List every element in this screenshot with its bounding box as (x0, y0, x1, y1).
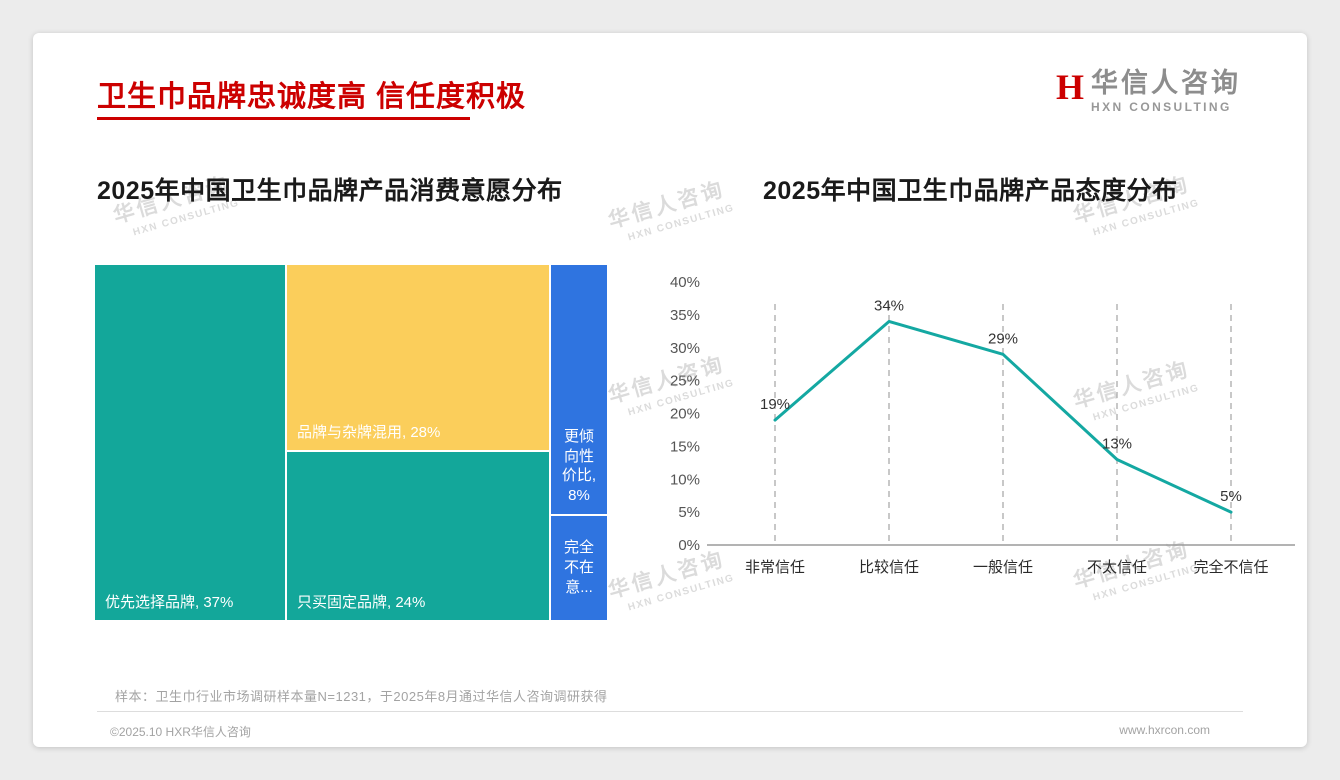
y-tick-label: 30% (670, 340, 700, 357)
y-tick-label: 20% (670, 406, 700, 423)
website-url: www.hxrcon.com (1119, 723, 1210, 737)
treemap-segment-dont-care: 完全不在意... (551, 516, 607, 620)
x-category-label: 一般信任 (973, 559, 1033, 576)
y-tick-label: 5% (678, 504, 700, 521)
sample-note: 样本：卫生巾行业市场调研样本量N=1231，于2025年8月通过华信人咨询调研获… (115, 689, 608, 704)
copyright-text: ©2025.10 HXR华信人咨询 (110, 725, 251, 739)
x-category-label: 不太信任 (1087, 559, 1147, 576)
treemap-segment-mixed-brands: 品牌与杂牌混用, 28% (287, 265, 549, 450)
slide-card: 华信人咨询 HXN CONSULTING 华信人咨询 HXN CONSULTING … (33, 33, 1307, 747)
title-underline (97, 117, 470, 120)
line-chart-title: 2025年中国卫生巾品牌产品态度分布 (763, 177, 1178, 205)
treemap-segment-label: 完全不在意... (563, 539, 594, 596)
treemap-segment-prefer-brand: 优先选择品牌, 37% (95, 265, 285, 620)
data-point-label: 19% (760, 396, 790, 413)
y-tick-label: 10% (670, 471, 700, 488)
treemap-segment-value-for-money: 更倾向性价比, 8% (551, 265, 607, 514)
y-tick-label: 35% (670, 307, 700, 324)
footer-divider (97, 711, 1243, 712)
logo-mark: H (1055, 67, 1084, 107)
x-category-label: 非常信任 (745, 559, 805, 576)
y-tick-label: 25% (670, 373, 700, 390)
attitude-line-chart: 0% 5% 10% 15% 20% 25% 30% 35% 40% 非常信任 比较信任 一般信任 不太信… (670, 274, 1295, 576)
treemap-segment-label: 更倾向性价比, 8% (561, 427, 597, 505)
x-category-label: 比较信任 (859, 558, 919, 576)
trust-line-series (773, 319, 1233, 514)
data-point-label: 5% (1220, 488, 1242, 505)
attitude-line-chart-container: 0% 5% 10% 15% 20% 25% 30% 35% 40% 非常信任 比较信任 一般信任 不太信… (645, 262, 1305, 592)
data-point-label: 34% (874, 297, 904, 314)
logo-name-cn: 华信人咨询 (1091, 68, 1241, 98)
consumption-willingness-treemap: 优先选择品牌, 37% 品牌与杂牌混用, 28% 只买固定品牌, 24% 更倾向… (95, 265, 607, 620)
logo-name-en: HXN CONSULTING (1091, 100, 1232, 115)
treemap-segment-label: 只买固定品牌, 24% (297, 594, 426, 611)
page-title: 卫生巾品牌忠诚度高 信任度积极 (97, 81, 527, 113)
x-category-label: 完全不信任 (1193, 558, 1268, 576)
treemap-segment-label: 优先选择品牌, 37% (105, 594, 234, 611)
company-logo: H 华信人咨询 HXN CONSULTING (1055, 67, 1241, 115)
treemap-segment-fixed-brand: 只买固定品牌, 24% (287, 452, 549, 620)
y-tick-label: 40% (670, 274, 700, 291)
treemap-chart-title: 2025年中国卫生巾品牌产品消费意愿分布 (97, 177, 563, 205)
y-tick-label: 0% (678, 537, 700, 554)
y-tick-label: 15% (670, 438, 700, 455)
treemap-segment-label: 品牌与杂牌混用, 28% (297, 424, 441, 441)
data-point-label: 13% (1102, 436, 1132, 453)
data-point-label: 29% (988, 330, 1018, 347)
